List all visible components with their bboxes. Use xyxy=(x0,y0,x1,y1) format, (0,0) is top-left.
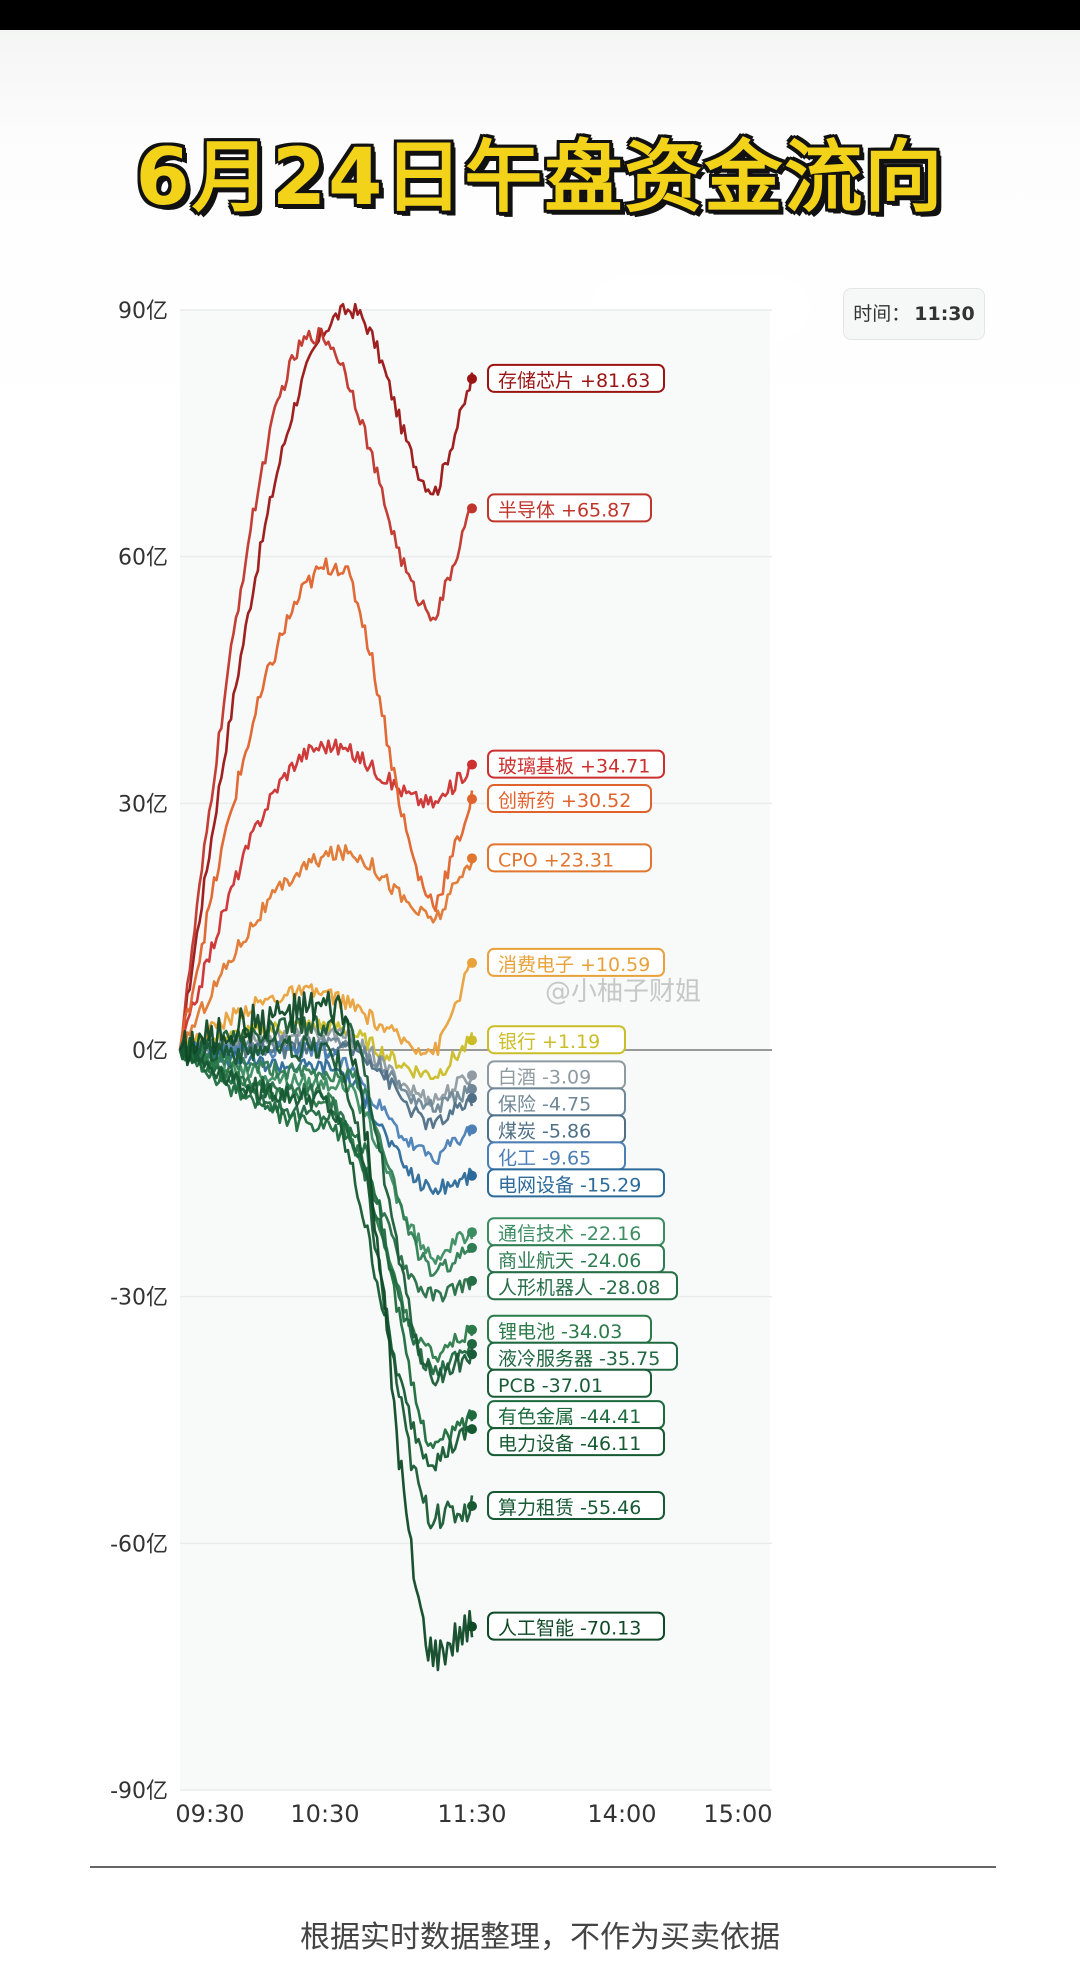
series-end-label: 电力设备 -46.11 xyxy=(498,1433,641,1455)
series-end-label: 半导体 +65.87 xyxy=(498,499,631,521)
series-line xyxy=(178,1042,474,1450)
series-end-label-box xyxy=(487,363,665,393)
series-end-point xyxy=(467,1227,477,1238)
series-line xyxy=(178,990,474,1672)
series-end-point xyxy=(467,1093,477,1104)
series-end-label: 算力租赁 -55.46 xyxy=(498,1497,641,1519)
series-end-label: CPO +23.31 xyxy=(498,849,614,871)
series-line xyxy=(178,960,474,1057)
series-end-label-box xyxy=(487,749,665,779)
series-end-point xyxy=(467,759,477,770)
series-end-point xyxy=(467,1035,477,1046)
y-tick-label: 0亿 xyxy=(132,1039,168,1064)
series-end-point xyxy=(467,1501,477,1512)
series-end-label-box xyxy=(487,493,652,523)
series-end-point xyxy=(467,1410,477,1421)
footer-note: 根据实时数据整理，不作为买卖依据 xyxy=(300,1920,780,1955)
series-end-label: 液冷服务器 -35.75 xyxy=(498,1348,660,1370)
series-end-label: 商业航天 -24.06 xyxy=(498,1250,641,1272)
series-end-label: 保险 -4.75 xyxy=(498,1093,591,1115)
series-end-label: 化工 -9.65 xyxy=(498,1147,591,1169)
series-line xyxy=(178,1035,474,1530)
series-end-point xyxy=(467,1084,477,1095)
series-end-label-box xyxy=(487,784,652,814)
series-end-point xyxy=(467,794,477,805)
x-tick-label: 10:30 xyxy=(290,1800,359,1828)
series-end-label: 锂电池 -34.03 xyxy=(498,1321,622,1343)
series-end-point xyxy=(467,1275,477,1286)
series-end-label-box xyxy=(487,1168,665,1198)
series-end-label: 人工智能 -70.13 xyxy=(498,1618,641,1640)
series-end-point xyxy=(467,1124,477,1135)
x-tick-label: 15:00 xyxy=(703,1800,772,1828)
series-end-point xyxy=(467,1424,477,1435)
series-end-label: PCB -37.01 xyxy=(498,1375,603,1397)
series-end-point xyxy=(467,1170,477,1181)
x-tick-label: 11:30 xyxy=(437,1800,506,1828)
series-end-label-box xyxy=(487,1271,678,1301)
series-end-label-box xyxy=(487,1427,665,1457)
time-value: 11:30 xyxy=(914,303,975,325)
y-tick-label: 60亿 xyxy=(118,546,168,571)
y-tick-label: 90亿 xyxy=(118,299,168,324)
x-tick-label: 09:30 xyxy=(175,1800,244,1828)
series-line xyxy=(178,557,474,1051)
series-end-point xyxy=(467,1349,477,1360)
series-end-label-box xyxy=(487,1491,665,1521)
series-line xyxy=(179,1045,474,1196)
series-end-label: 有色金属 -44.41 xyxy=(498,1406,641,1428)
series-end-label: 通信技术 -22.16 xyxy=(498,1223,641,1245)
x-tick-label: 14:00 xyxy=(587,1800,656,1828)
series-line xyxy=(178,1049,473,1472)
series-end-label: 白酒 -3.09 xyxy=(498,1066,591,1088)
y-tick-label: 30亿 xyxy=(118,792,168,817)
series-end-label-box xyxy=(487,1025,626,1055)
y-tick-label: -90亿 xyxy=(110,1779,168,1804)
series-end-point xyxy=(467,957,477,968)
series-end-point xyxy=(467,1242,477,1253)
series-line xyxy=(178,738,473,1051)
series-line xyxy=(178,327,474,1051)
series-end-point xyxy=(467,1621,477,1632)
series-line xyxy=(178,302,474,1051)
series-end-point xyxy=(467,1070,477,1081)
series-end-label-box xyxy=(487,843,652,873)
series-end-point xyxy=(467,853,477,864)
series-end-point xyxy=(467,503,477,514)
series-end-label: 存储芯片 +81.63 xyxy=(498,370,650,392)
y-tick-label: -60亿 xyxy=(110,1532,168,1557)
series-end-label: 创新药 +30.52 xyxy=(498,790,631,812)
series-end-point xyxy=(467,1324,477,1335)
series-line xyxy=(178,1014,474,1387)
time-badge: 时间： 11:30 xyxy=(843,288,985,340)
series-end-label-box xyxy=(487,1611,665,1641)
series-end-label: 人形机器人 -28.08 xyxy=(498,1277,660,1299)
series-end-label: 玻璃基板 +34.71 xyxy=(498,756,650,778)
series-end-label: 银行 +1.19 xyxy=(498,1031,600,1053)
series-end-label: 消费电子 +10.59 xyxy=(498,954,650,976)
series-end-label-box xyxy=(487,1368,652,1398)
page-title: 6月24日午盘资金流向 xyxy=(135,133,945,223)
y-tick-label: -30亿 xyxy=(110,1286,168,1311)
series-end-label: 煤炭 -5.86 xyxy=(498,1120,591,1142)
series-end-label: 电网设备 -15.29 xyxy=(498,1174,641,1196)
series-line xyxy=(178,844,474,1051)
series-line xyxy=(179,1026,474,1107)
time-label: 时间： xyxy=(853,303,911,325)
series-end-label-box xyxy=(487,947,665,977)
watermark-text: @小柚子财姐 xyxy=(545,977,701,1007)
series-end-point xyxy=(467,373,477,384)
series-end-point xyxy=(467,1338,477,1349)
footer-divider xyxy=(90,1866,996,1868)
